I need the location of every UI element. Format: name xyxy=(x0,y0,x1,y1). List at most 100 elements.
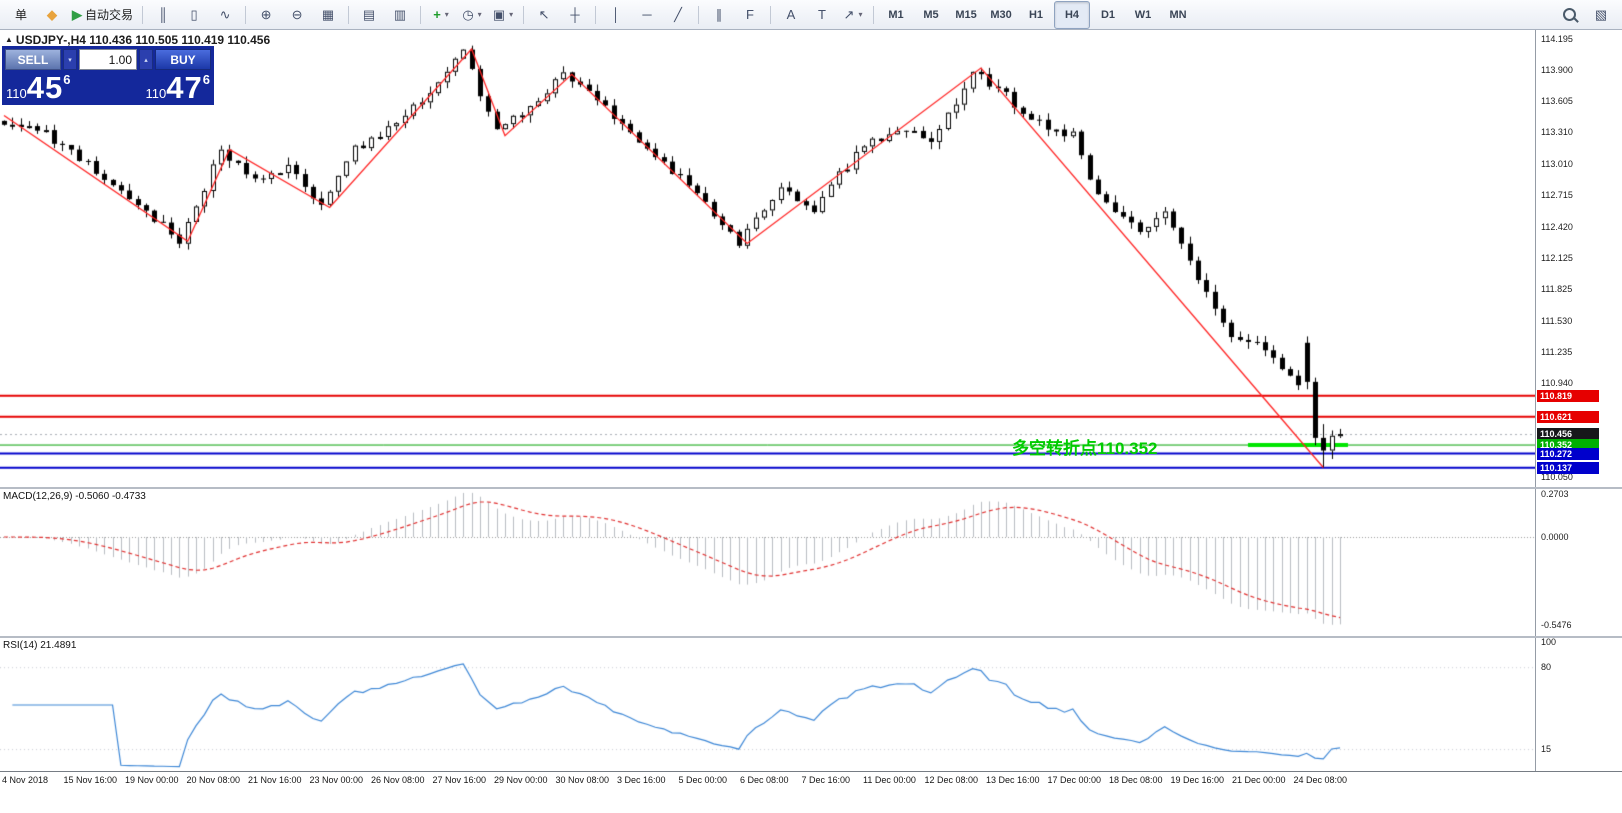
zoom-in-icon-glyph: ⊕ xyxy=(260,7,272,22)
arrows-tool[interactable]: ↗ ▾ xyxy=(838,4,868,26)
timeframe-h1-button[interactable]: H1 xyxy=(1028,8,1044,21)
chart-shift-icon[interactable]: ▧ xyxy=(1586,4,1616,26)
time-axis-label: 7 Dec 16:00 xyxy=(801,775,851,785)
macd-axis[interactable]: 0.2703 0.0000 -0.5476 xyxy=(1535,489,1622,636)
trendline-tool[interactable]: ╱ xyxy=(663,4,693,26)
cascade-windows-icon-glyph: ▤ xyxy=(362,7,376,22)
dropdown-arrow-icon: ▾ xyxy=(509,10,514,19)
time-axis-label: 30 Nov 08:00 xyxy=(555,775,610,785)
zoom-out-icon-glyph: ⊖ xyxy=(291,7,303,22)
time-axis[interactable]: 4 Nov 2018 15 Nov 16:00 19 Nov 00:00 20 Nov… xyxy=(0,771,1622,791)
dropdown-arrow-icon: ▾ xyxy=(477,10,482,19)
price-chart-canvas[interactable] xyxy=(0,30,1535,487)
new-chart-button[interactable]: + ▾ xyxy=(426,4,456,26)
price-axis-label: 111.825 xyxy=(1541,284,1573,295)
rsi-axis[interactable]: 100 80 15 xyxy=(1535,637,1622,771)
line-chart-icon-glyph: ∿ xyxy=(219,7,231,22)
timeframe-w1-button[interactable]: W1 xyxy=(1134,8,1152,21)
macd-axis-label: 0.2703 xyxy=(1541,488,1569,499)
rsi-canvas[interactable] xyxy=(0,638,1535,771)
time-axis-label: 20 Nov 08:00 xyxy=(186,775,241,785)
bid-price: 110456 xyxy=(6,72,70,103)
favorites-icon[interactable]: ◆ xyxy=(37,4,67,26)
timeframe-m5-button[interactable]: M5 xyxy=(923,8,939,21)
macd-axis-label: 0.0000 xyxy=(1541,532,1569,542)
periods-button[interactable]: ◷ ▾ xyxy=(457,4,487,26)
line-chart-icon[interactable]: ∿ xyxy=(210,4,240,26)
new-chart-button-glyph: + xyxy=(433,7,441,22)
templates-button[interactable]: ▣ ▾ xyxy=(488,4,518,26)
toolbar-separator xyxy=(420,5,422,24)
volume-box xyxy=(79,49,137,70)
cursor-tool[interactable]: ↖ xyxy=(529,4,559,26)
candlestick-chart-icon[interactable]: ▯ xyxy=(179,4,209,26)
timeframe-m1-button[interactable]: M1 xyxy=(888,8,904,21)
rsi-axis-label: 80 xyxy=(1541,662,1552,673)
toolbar-right-group: ▧ xyxy=(1554,4,1616,26)
price-tag: 110.272 xyxy=(1537,447,1599,460)
fibonacci-tool-glyph: F xyxy=(746,7,754,22)
text-tool[interactable]: A xyxy=(776,4,806,26)
price-axis-label: 113.310 xyxy=(1541,127,1573,138)
timeframe-d1-button[interactable]: D1 xyxy=(1100,8,1116,21)
timeframe-h4-button[interactable]: H4 xyxy=(1054,0,1091,29)
vertical-line-tool[interactable]: │ xyxy=(601,4,631,26)
equidistant-channel-tool[interactable]: ∥ xyxy=(704,4,734,26)
toolbar-separator xyxy=(698,5,700,24)
fibonacci-tool[interactable]: F xyxy=(735,4,765,26)
tile-windows-icon[interactable]: ▦ xyxy=(313,4,343,26)
timeframe-mn-button[interactable]: MN xyxy=(1169,8,1187,21)
price-axis-label: 111.530 xyxy=(1541,315,1573,326)
new-order-button-label: 单 xyxy=(14,8,27,22)
symbol-marker-icon: ▲ xyxy=(5,35,13,44)
rsi-axis-label: 100 xyxy=(1541,637,1557,647)
macd-canvas[interactable] xyxy=(0,489,1535,636)
tile-windows-icon-glyph: ▦ xyxy=(321,7,335,22)
autotrading-button[interactable]: ▶ 自动交易 xyxy=(68,4,137,26)
volume-step-up-button[interactable]: ▴ xyxy=(139,49,153,70)
text-label-tool[interactable]: T xyxy=(807,4,837,26)
timeframe-m30-button[interactable]: M30 xyxy=(990,8,1012,21)
price-axis-label: 111.235 xyxy=(1541,346,1573,357)
panel-separator[interactable] xyxy=(0,636,1622,638)
bar-chart-icon[interactable]: ║ xyxy=(148,4,178,26)
time-axis-label: 18 Dec 08:00 xyxy=(1109,775,1163,785)
toolbar-left-group: 单 ◆ ▶ 自动交易 ║ ▯ ∿ ⊕ ⊖ ▦ ▤ ▥ + ▾ ◷ ▾ ▣ ▾ ↖ ┼ │ ─ ╱ ∥ F A T ↗ ▾ M1 M5 M15 M… xyxy=(6,0,1195,29)
time-axis-label: 27 Nov 16:00 xyxy=(432,775,487,785)
time-axis-label: 15 Nov 16:00 xyxy=(63,775,118,785)
periods-button-glyph: ◷ xyxy=(462,7,474,22)
chart-title: ▲ USDJPY-,H4 110.436 110.505 110.419 110.… xyxy=(5,33,270,47)
cascade-windows-icon[interactable]: ▤ xyxy=(354,4,384,26)
time-axis-label: 13 Dec 16:00 xyxy=(986,775,1040,785)
horizontal-line-tool[interactable]: ─ xyxy=(632,4,662,26)
time-axis-label: 29 Nov 00:00 xyxy=(494,775,548,785)
macd-label: MACD(12,26,9) -0.5060 -0.4733 xyxy=(3,491,146,502)
bid-big-digits: 45 xyxy=(26,70,64,105)
timeframe-m15-button[interactable]: M15 xyxy=(955,8,977,21)
time-axis-label: 24 Dec 08:00 xyxy=(1293,775,1348,785)
trendline-tool-glyph: ╱ xyxy=(674,7,682,22)
price-chart-panel: ▲ USDJPY-,H4 110.436 110.505 110.419 110.… xyxy=(0,30,1622,487)
buy-button[interactable]: BUY xyxy=(155,49,211,70)
crosshair-tool[interactable]: ┼ xyxy=(560,4,590,26)
candlestick-chart-icon-glyph: ▯ xyxy=(190,7,198,22)
bid-pipette: 6 xyxy=(63,72,71,87)
sell-button[interactable]: SELL xyxy=(5,49,61,70)
chart-shift-icon-glyph: ▧ xyxy=(1594,7,1608,22)
toolbar-separator xyxy=(595,5,597,24)
arrange-windows-icon[interactable]: ▥ xyxy=(385,4,415,26)
new-order-button[interactable]: 单 xyxy=(6,4,36,26)
time-axis-label: 6 Dec 08:00 xyxy=(740,775,789,785)
price-axis[interactable]: 114.195 113.900 113.605 113.310 113.010 112.7… xyxy=(1535,30,1622,487)
bar-chart-icon-glyph: ║ xyxy=(158,7,168,22)
panel-separator[interactable] xyxy=(0,487,1622,489)
zoom-out-icon[interactable]: ⊖ xyxy=(282,4,312,26)
volume-input[interactable] xyxy=(80,50,136,69)
dropdown-arrow-icon: ▾ xyxy=(444,10,449,19)
search-icon[interactable] xyxy=(1554,4,1584,26)
zoom-in-icon[interactable]: ⊕ xyxy=(251,4,281,26)
time-axis-label: 26 Nov 08:00 xyxy=(371,775,425,785)
volume-dropdown-button[interactable]: ▾ xyxy=(63,49,77,70)
arrange-windows-icon-glyph: ▥ xyxy=(393,7,407,22)
time-axis-label: 4 Nov 2018 xyxy=(2,775,49,785)
